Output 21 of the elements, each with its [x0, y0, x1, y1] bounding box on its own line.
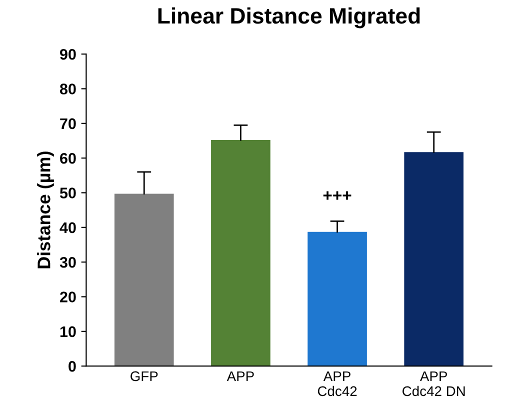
y-tick-label: 0 [68, 360, 76, 372]
y-tick-label: 30 [60, 256, 76, 268]
y-axis-title: Distance (µm) [37, 152, 54, 268]
y-tick-label: 20 [60, 292, 76, 302]
x-tick-label: GFP [130, 371, 158, 382]
bar [404, 152, 464, 366]
bar [308, 232, 367, 366]
x-tick-label: APP [226, 371, 254, 382]
bar [211, 140, 270, 366]
chart-title: Linear Distance Migrated [158, 7, 420, 28]
y-tick-label: 60 [60, 152, 76, 164]
y-tick-label: 10 [60, 326, 76, 338]
annotation: +++ [323, 191, 352, 200]
y-tick-label: 90 [60, 48, 76, 60]
y-tick-label: 40 [60, 222, 76, 234]
y-tick-label: 50 [60, 188, 76, 198]
y-tick-label: 80 [60, 84, 76, 94]
bar [114, 194, 174, 366]
x-tick-label: APP Cdc42 [318, 371, 357, 396]
y-tick-label: 70 [60, 118, 76, 130]
x-tick-label: APP Cdc42 DN [402, 371, 465, 396]
